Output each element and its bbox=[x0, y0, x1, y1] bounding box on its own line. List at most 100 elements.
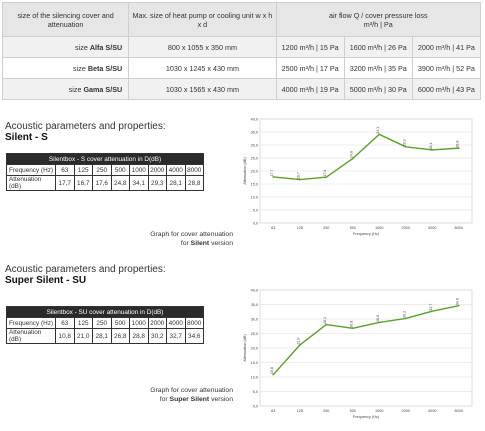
freq-cell: 250 bbox=[92, 164, 112, 176]
silent-caption-line2: for Silent version bbox=[180, 240, 233, 247]
x-tick-label: 1000 bbox=[375, 226, 383, 230]
data-label: 28,8 bbox=[376, 315, 380, 322]
y-tick-label: 35,0 bbox=[251, 131, 258, 135]
data-label: 24,8 bbox=[350, 151, 354, 158]
data-label: 32,7 bbox=[429, 304, 433, 311]
silent-heading-line1: Acoustic parameters and properties: bbox=[5, 121, 166, 132]
sizes-table: size of the silencing cover and attenuat… bbox=[1, 2, 482, 100]
attenuation-cell: 28,8 bbox=[129, 328, 149, 344]
data-point bbox=[431, 310, 434, 312]
super-silent-attenuation-table: Silentbox - SU cover attenuation in D(dB… bbox=[6, 306, 204, 344]
attenuation-label: Attenuation (dB) bbox=[6, 175, 56, 191]
x-axis-label: Frequency (Hz) bbox=[353, 232, 380, 236]
data-point bbox=[351, 157, 354, 160]
y-tick-label: 20,0 bbox=[251, 347, 258, 351]
super-silent-heading-line2: Super Silent - SU bbox=[5, 275, 87, 286]
data-point bbox=[378, 133, 381, 136]
x-tick-label: 250 bbox=[323, 226, 329, 230]
data-point bbox=[325, 176, 328, 179]
data-point bbox=[272, 373, 275, 376]
data-label: 26,8 bbox=[350, 321, 354, 328]
silent-attenuation-table: Silentbox - S cover attenuation in D(dB)… bbox=[6, 153, 204, 191]
data-point bbox=[298, 344, 301, 346]
y-tick-label: 25,0 bbox=[251, 332, 258, 336]
row-label: size Gama S/SU bbox=[1, 78, 130, 100]
row-label: size Alfa S/SU bbox=[1, 36, 130, 58]
table-row: Attenuation (dB) 17,7 16,7 17,6 24,8 34,… bbox=[6, 175, 204, 191]
y-tick-label: 40,0 bbox=[251, 118, 258, 122]
attenuation-cell: 28,1 bbox=[166, 175, 186, 191]
attenuation-cell: 32,7 bbox=[166, 328, 186, 344]
data-point bbox=[404, 146, 407, 148]
y-tick-label: 20,0 bbox=[251, 170, 258, 174]
data-point bbox=[431, 149, 434, 151]
silent-heading-line2: Silent - S bbox=[5, 132, 48, 143]
y-tick-label: 35,0 bbox=[251, 303, 258, 307]
table-row: size Alfa S/SU 800 x 1055 x 350 mm 1200 … bbox=[1, 36, 482, 58]
super-silent-table-title: Silentbox - SU cover attenuation in D(dB… bbox=[6, 306, 204, 318]
attenuation-cell: 17,6 bbox=[92, 175, 112, 191]
data-label: 28,8 bbox=[456, 141, 460, 148]
data-label: 34,1 bbox=[376, 127, 380, 134]
data-label: 29,3 bbox=[403, 139, 407, 146]
super-silent-heading-line1: Acoustic parameters and properties: bbox=[5, 264, 166, 275]
x-tick-label: 63 bbox=[271, 409, 275, 413]
freq-cell: 1000 bbox=[129, 317, 149, 329]
freq-cell: 125 bbox=[73, 317, 93, 329]
freq-cell: 8000 bbox=[184, 164, 204, 176]
data-label: 17,7 bbox=[270, 169, 274, 176]
freq-cell: 2000 bbox=[147, 317, 167, 329]
y-axis-label: Attenuation (dB) bbox=[243, 157, 247, 185]
y-tick-label: 5,0 bbox=[253, 209, 258, 213]
y-tick-label: 15,0 bbox=[251, 183, 258, 187]
y-tick-label: 0,0 bbox=[253, 405, 258, 409]
y-tick-label: 5,0 bbox=[253, 390, 258, 394]
y-axis-label: Attenuation (dB) bbox=[243, 334, 247, 362]
attenuation-cell: 34,6 bbox=[184, 328, 204, 344]
freq-cell: 4000 bbox=[166, 164, 186, 176]
x-tick-label: 125 bbox=[297, 226, 303, 230]
y-tick-label: 25,0 bbox=[251, 157, 258, 161]
data-label: 21,0 bbox=[297, 338, 301, 345]
row-flow: 2500 m³/h | 17 Pa bbox=[275, 57, 345, 79]
header-air-flow: air flow Q / cover pressure loss m³/h | … bbox=[275, 2, 482, 37]
silent-attenuation-chart: 0,0 5,0 10,0 15,0 20,0 25,0 30,0 35,0 40,0 63 125 2… bbox=[243, 118, 473, 236]
row-size: 800 x 1055 x 350 mm bbox=[128, 36, 277, 58]
x-tick-label: 8000 bbox=[455, 226, 463, 230]
row-size: 1030 x 1245 x 430 mm bbox=[128, 57, 277, 79]
x-axis-label: Frequency (Hz) bbox=[353, 415, 380, 419]
data-point bbox=[378, 321, 381, 324]
x-tick-label: 2000 bbox=[402, 226, 410, 230]
row-flow: 3900 m³/h | 52 Pa bbox=[411, 57, 482, 79]
attenuation-cell: 21,0 bbox=[73, 328, 93, 344]
freq-cell: 1000 bbox=[129, 164, 149, 176]
y-tick-label: 15,0 bbox=[251, 361, 258, 365]
y-tick-label: 40,0 bbox=[251, 289, 258, 293]
silent-caption-line1: Graph for cover attenuation bbox=[150, 231, 233, 238]
row-size: 1030 x 1565 x 430 mm bbox=[128, 78, 277, 100]
row-flow: 4000 m³/h | 19 Pa bbox=[275, 78, 345, 100]
freq-cell: 4000 bbox=[166, 317, 186, 329]
attenuation-cell: 30,2 bbox=[147, 328, 167, 344]
data-point bbox=[457, 147, 460, 149]
attenuation-cell: 29,3 bbox=[147, 175, 167, 191]
silent-heading: Acoustic parameters and properties: Sile… bbox=[5, 121, 166, 143]
freq-cell: 125 bbox=[73, 164, 93, 176]
x-tick-label: 500 bbox=[350, 226, 356, 230]
y-tick-label: 0,0 bbox=[253, 222, 258, 226]
x-tick-label: 500 bbox=[350, 409, 356, 413]
header-air-flow-line1: air flow Q / cover pressure loss bbox=[328, 10, 428, 20]
header-size-attenuation: size of the silencing cover and attenuat… bbox=[1, 2, 130, 37]
silent-caption: Graph for cover attenuation for Silent v… bbox=[90, 230, 233, 248]
super-silent-attenuation-chart: 0,0 5,0 10,0 15,0 20,0 25,0 30,0 35,0 40,0 63 125 2… bbox=[243, 289, 473, 419]
data-point bbox=[404, 317, 407, 320]
super-silent-caption-line2: for Super Silent version bbox=[159, 396, 233, 403]
table-row: Attenuation (dB) 10,8 21,0 28,1 26,8 28,… bbox=[6, 328, 204, 344]
attenuation-label: Attenuation (dB) bbox=[6, 328, 56, 344]
data-label: 10,8 bbox=[270, 367, 274, 374]
x-tick-label: 125 bbox=[297, 409, 303, 413]
x-tick-label: 8000 bbox=[455, 409, 463, 413]
freq-label: Frequency (Hz) bbox=[6, 317, 56, 329]
data-point bbox=[325, 323, 328, 326]
freq-cell: 500 bbox=[110, 164, 130, 176]
